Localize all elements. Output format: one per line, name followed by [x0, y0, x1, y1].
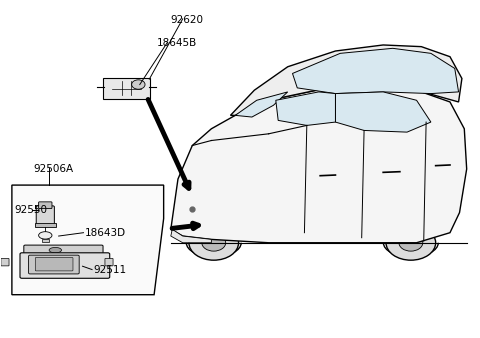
Polygon shape — [171, 87, 467, 243]
Circle shape — [386, 225, 436, 260]
FancyArrowPatch shape — [172, 223, 198, 229]
Text: 92620: 92620 — [171, 15, 204, 25]
Polygon shape — [276, 92, 336, 125]
FancyBboxPatch shape — [42, 239, 48, 242]
Polygon shape — [171, 230, 211, 243]
Circle shape — [132, 80, 145, 89]
Polygon shape — [12, 185, 164, 295]
Text: 18643D: 18643D — [85, 228, 126, 238]
FancyBboxPatch shape — [24, 245, 103, 255]
Text: 92506A: 92506A — [34, 164, 74, 174]
FancyBboxPatch shape — [20, 253, 110, 278]
FancyBboxPatch shape — [105, 259, 113, 266]
Text: 92511: 92511 — [93, 265, 126, 275]
Circle shape — [189, 225, 239, 260]
FancyBboxPatch shape — [38, 202, 52, 209]
Text: 92550: 92550 — [15, 205, 48, 215]
Ellipse shape — [49, 247, 61, 253]
Polygon shape — [230, 45, 462, 115]
Polygon shape — [235, 92, 288, 117]
FancyBboxPatch shape — [36, 206, 54, 225]
Polygon shape — [336, 92, 431, 132]
Ellipse shape — [38, 232, 52, 239]
FancyBboxPatch shape — [35, 258, 73, 271]
FancyBboxPatch shape — [29, 255, 79, 274]
Circle shape — [202, 234, 226, 251]
Text: 18645B: 18645B — [156, 38, 197, 48]
FancyBboxPatch shape — [178, 202, 205, 213]
FancyBboxPatch shape — [1, 259, 9, 266]
FancyBboxPatch shape — [35, 223, 56, 227]
FancyBboxPatch shape — [103, 78, 150, 99]
FancyArrowPatch shape — [148, 99, 189, 188]
Circle shape — [399, 234, 423, 251]
Polygon shape — [292, 48, 458, 94]
